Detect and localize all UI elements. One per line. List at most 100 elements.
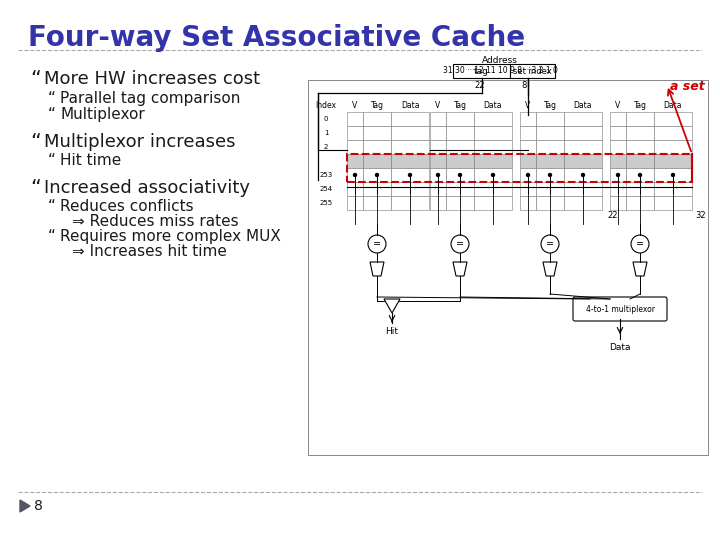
Text: Data: Data bbox=[664, 102, 683, 111]
Text: “: “ bbox=[48, 107, 56, 122]
Bar bbox=[654, 154, 692, 168]
Text: Data: Data bbox=[484, 102, 503, 111]
Bar bbox=[564, 140, 602, 154]
Text: 253: 253 bbox=[320, 172, 333, 178]
Bar bbox=[474, 196, 512, 210]
Bar bbox=[564, 112, 602, 126]
Polygon shape bbox=[633, 262, 647, 276]
Text: 1: 1 bbox=[324, 130, 328, 136]
Text: 22: 22 bbox=[607, 212, 618, 220]
Bar bbox=[474, 182, 512, 196]
Circle shape bbox=[368, 235, 386, 253]
Bar bbox=[564, 154, 602, 168]
Bar bbox=[430, 196, 446, 210]
Text: “: “ bbox=[30, 133, 41, 153]
Bar bbox=[430, 140, 446, 154]
Text: Tag: Tag bbox=[634, 102, 647, 111]
Text: More HW increases cost: More HW increases cost bbox=[44, 70, 260, 88]
Circle shape bbox=[672, 173, 675, 177]
Text: Requires more complex MUX: Requires more complex MUX bbox=[60, 229, 281, 244]
Bar bbox=[363, 168, 391, 182]
Bar bbox=[446, 196, 474, 210]
Bar bbox=[536, 168, 564, 182]
Bar bbox=[520, 196, 536, 210]
Bar bbox=[446, 140, 474, 154]
Bar bbox=[626, 154, 654, 168]
Text: 32: 32 bbox=[695, 212, 706, 220]
Bar bbox=[347, 182, 363, 196]
Text: Tag: Tag bbox=[454, 102, 467, 111]
Bar bbox=[430, 168, 446, 182]
Circle shape bbox=[459, 173, 462, 177]
Bar bbox=[654, 182, 692, 196]
Bar bbox=[626, 196, 654, 210]
Bar bbox=[363, 140, 391, 154]
Circle shape bbox=[376, 173, 379, 177]
Bar bbox=[363, 196, 391, 210]
Polygon shape bbox=[543, 262, 557, 276]
Bar bbox=[474, 140, 512, 154]
Text: Four-way Set Associative Cache: Four-way Set Associative Cache bbox=[28, 24, 525, 52]
Text: Data: Data bbox=[609, 343, 631, 352]
Circle shape bbox=[526, 173, 529, 177]
Bar bbox=[347, 154, 692, 182]
Text: Increased associativity: Increased associativity bbox=[44, 179, 250, 197]
Bar bbox=[453, 64, 510, 78]
Bar bbox=[391, 196, 429, 210]
Text: “: “ bbox=[30, 179, 41, 199]
Circle shape bbox=[541, 235, 559, 253]
Bar bbox=[626, 140, 654, 154]
Bar bbox=[474, 168, 512, 182]
Text: ⇒ Increases hit time: ⇒ Increases hit time bbox=[72, 244, 227, 259]
Bar bbox=[510, 64, 555, 78]
Circle shape bbox=[354, 173, 356, 177]
Text: a set: a set bbox=[670, 80, 705, 93]
Text: 4-to-1 multiplexor: 4-to-1 multiplexor bbox=[585, 305, 654, 314]
Bar bbox=[347, 196, 363, 210]
Bar bbox=[610, 196, 626, 210]
Bar bbox=[654, 196, 692, 210]
Text: “: “ bbox=[48, 199, 56, 214]
Text: =: = bbox=[546, 239, 554, 249]
Bar bbox=[536, 112, 564, 126]
Text: set index: set index bbox=[513, 66, 552, 76]
Bar bbox=[391, 154, 429, 168]
Bar bbox=[430, 154, 446, 168]
Bar bbox=[520, 168, 536, 182]
Polygon shape bbox=[20, 500, 30, 512]
Bar bbox=[626, 112, 654, 126]
Bar bbox=[520, 182, 536, 196]
Circle shape bbox=[549, 173, 552, 177]
Bar bbox=[626, 182, 654, 196]
Bar bbox=[520, 140, 536, 154]
Bar bbox=[536, 196, 564, 210]
Text: V: V bbox=[352, 102, 358, 111]
Text: Multiplexor: Multiplexor bbox=[60, 107, 145, 122]
Bar bbox=[347, 112, 363, 126]
Bar bbox=[474, 112, 512, 126]
Text: Index: Index bbox=[315, 102, 336, 111]
Bar bbox=[308, 80, 708, 455]
Text: =: = bbox=[456, 239, 464, 249]
Text: 8: 8 bbox=[34, 499, 43, 513]
FancyBboxPatch shape bbox=[573, 297, 667, 321]
Bar bbox=[446, 126, 474, 140]
Text: Multiplexor increases: Multiplexor increases bbox=[44, 133, 235, 151]
Polygon shape bbox=[370, 262, 384, 276]
Bar bbox=[391, 168, 429, 182]
Text: Reduces conflicts: Reduces conflicts bbox=[60, 199, 194, 214]
Bar bbox=[391, 112, 429, 126]
Bar bbox=[446, 182, 474, 196]
Bar bbox=[446, 168, 474, 182]
Bar bbox=[654, 112, 692, 126]
Polygon shape bbox=[384, 299, 400, 313]
Bar bbox=[446, 112, 474, 126]
Text: Hit time: Hit time bbox=[60, 153, 121, 168]
Text: ⇒ Reduces miss rates: ⇒ Reduces miss rates bbox=[72, 214, 238, 229]
Text: Data: Data bbox=[574, 102, 593, 111]
Bar bbox=[430, 126, 446, 140]
Circle shape bbox=[492, 173, 495, 177]
Circle shape bbox=[436, 173, 439, 177]
Text: V: V bbox=[616, 102, 621, 111]
Bar bbox=[564, 182, 602, 196]
